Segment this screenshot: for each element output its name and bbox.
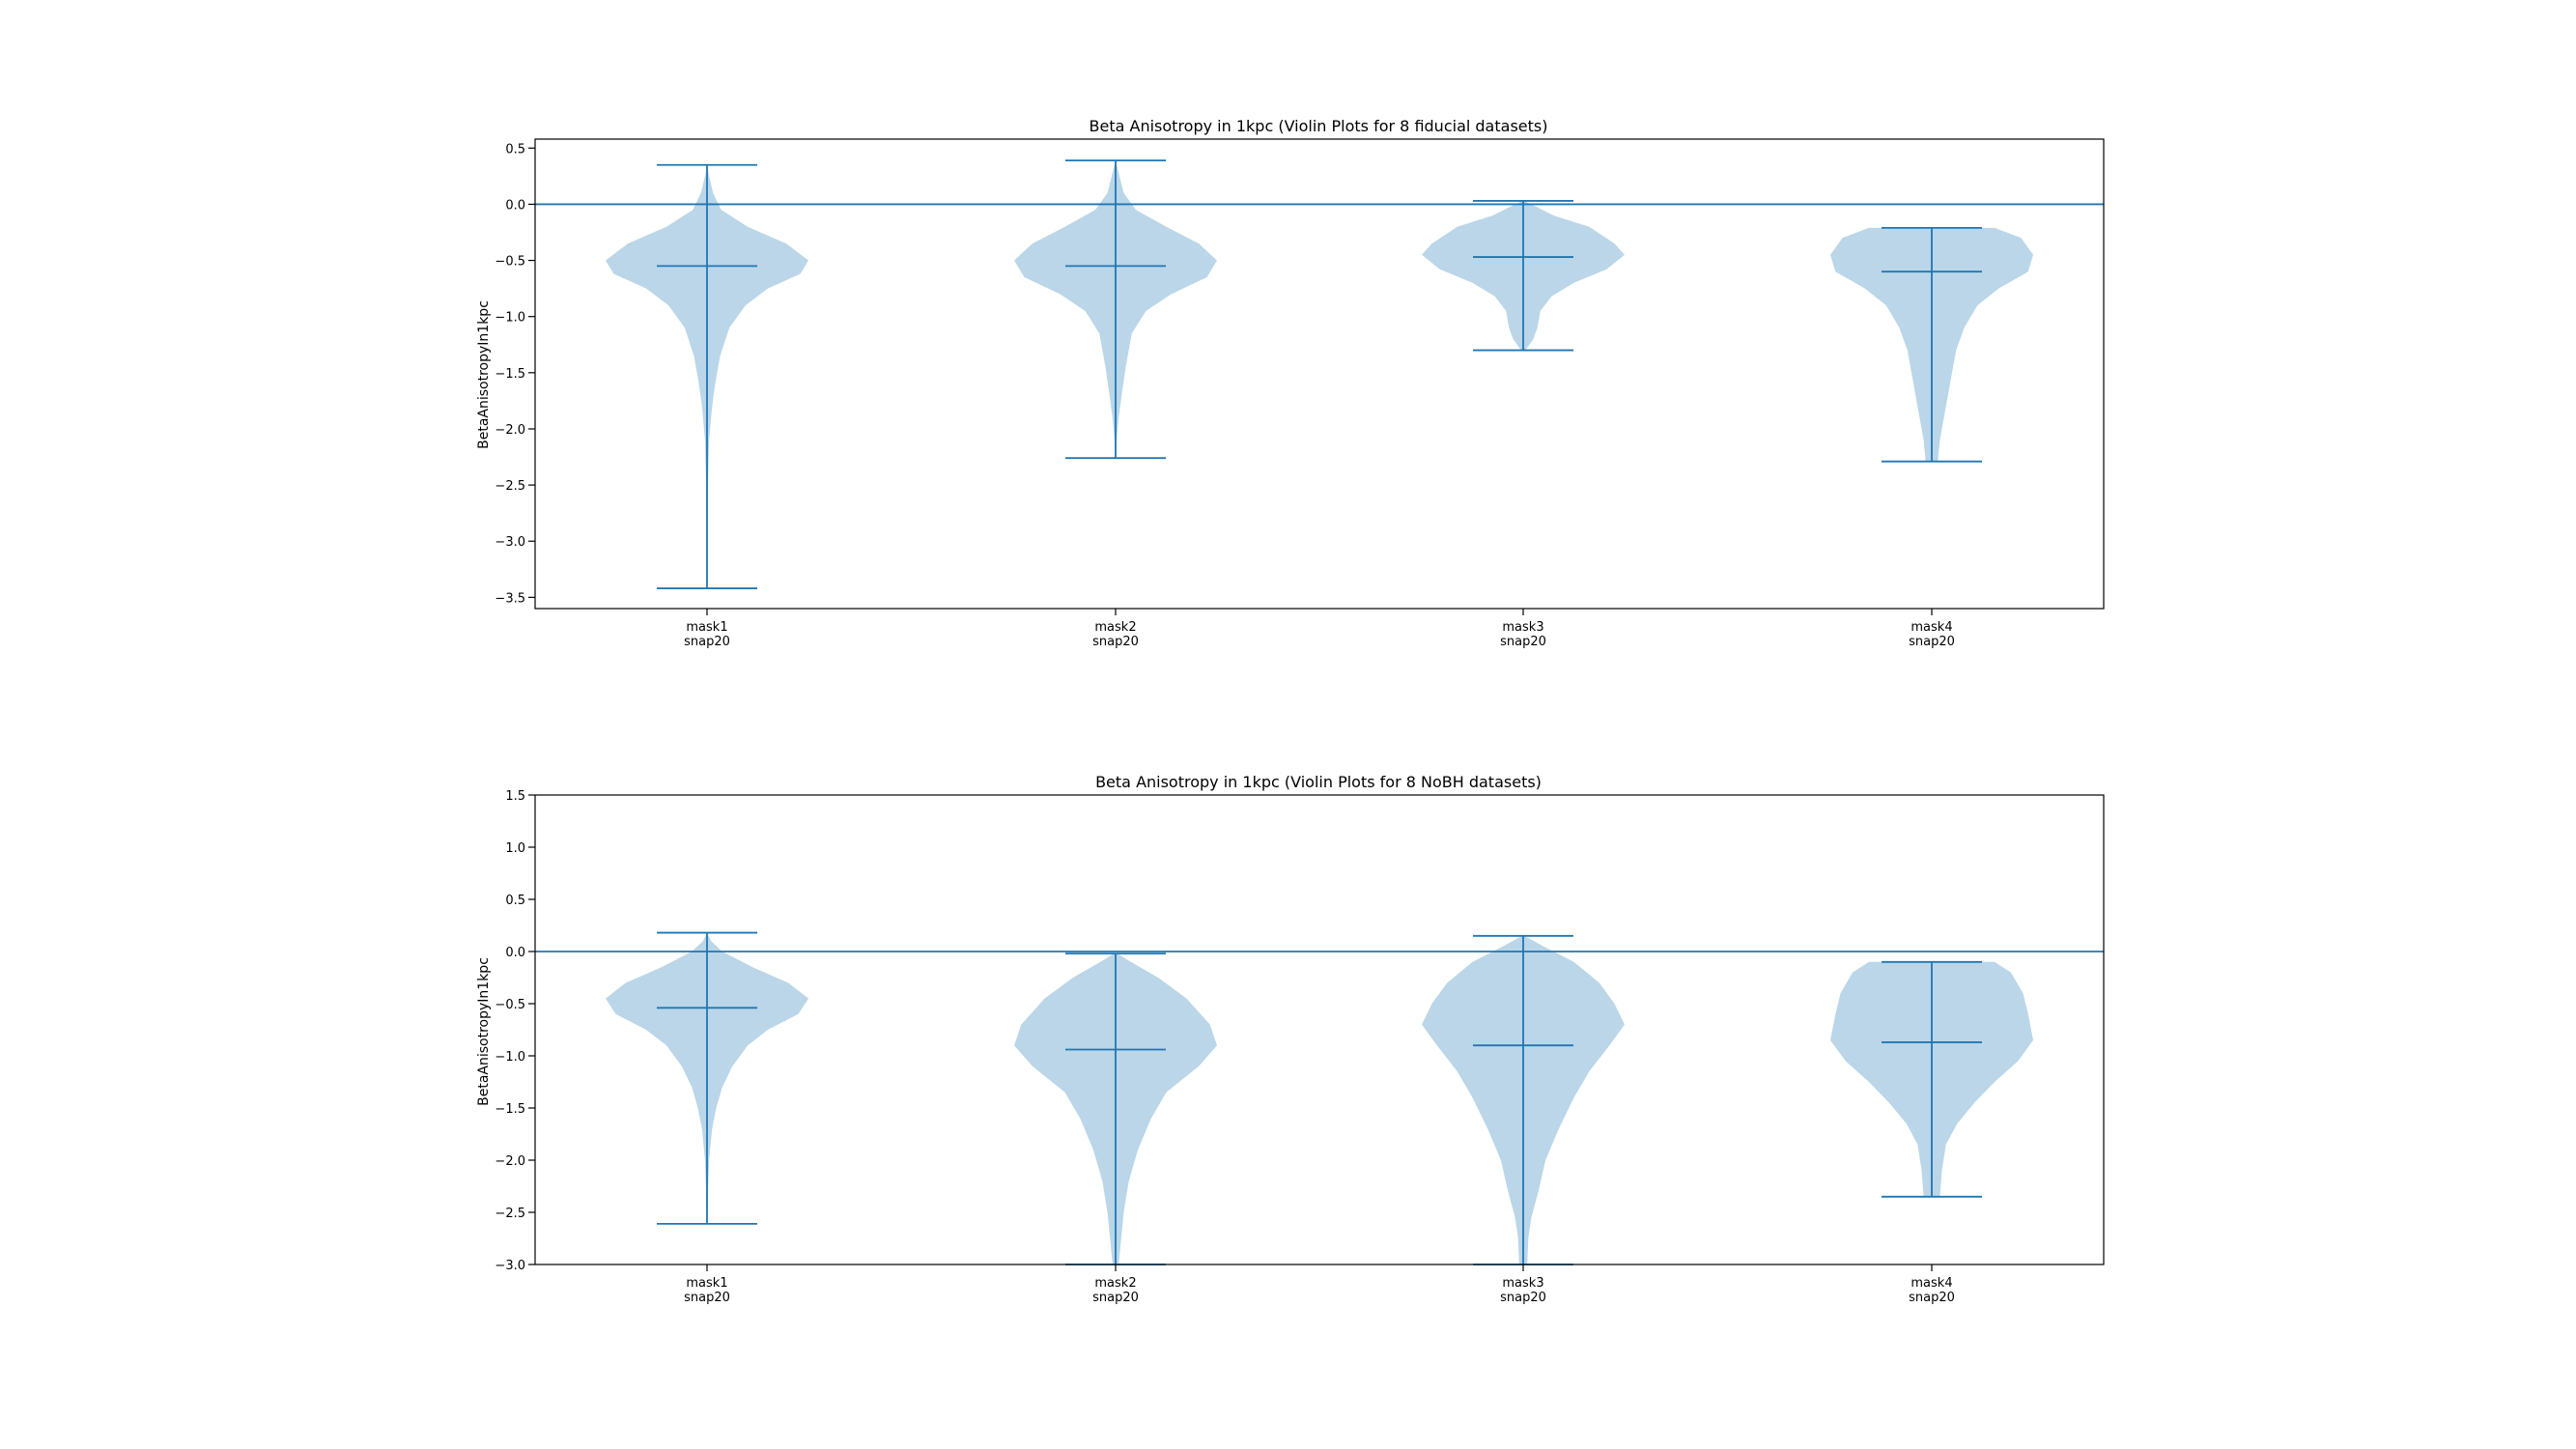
x-tick-label: mask4 bbox=[1911, 1276, 1952, 1291]
y-tick-label: −3.0 bbox=[495, 1259, 525, 1273]
x-tick-label: mask3 bbox=[1502, 1276, 1543, 1291]
axes-frame bbox=[534, 138, 2105, 610]
x-tick-label: mask3 bbox=[1502, 620, 1543, 635]
x-tick-label: snap20 bbox=[1909, 635, 1955, 649]
y-tick-label: −1.0 bbox=[495, 1050, 525, 1065]
x-tick-label: snap20 bbox=[684, 635, 730, 649]
y-tick-label: 1.0 bbox=[505, 841, 525, 856]
y-tick-label: 0.0 bbox=[505, 198, 525, 213]
y-axis-label: BetaAnisotropyIn1kpc bbox=[476, 300, 492, 449]
x-tick-label: mask1 bbox=[686, 620, 727, 635]
y-tick-label: −0.5 bbox=[495, 255, 525, 270]
axes-frame bbox=[534, 794, 2105, 1265]
y-tick-label: −1.0 bbox=[495, 311, 525, 326]
y-tick-label: −2.0 bbox=[495, 423, 525, 438]
y-tick-label: −1.5 bbox=[495, 1102, 525, 1117]
x-tick-label: snap20 bbox=[1909, 1291, 1955, 1305]
plot-area bbox=[535, 931, 2104, 1265]
y-tick-label: −1.5 bbox=[495, 367, 525, 382]
x-tick-label: snap20 bbox=[1500, 635, 1546, 649]
chart-title: Beta Anisotropy in 1kpc (Violin Plots fo… bbox=[1090, 117, 1548, 135]
y-tick-label: 0.5 bbox=[505, 142, 525, 156]
y-tick-label: −3.5 bbox=[495, 591, 525, 606]
y-tick-label: −0.5 bbox=[495, 998, 525, 1012]
nobh-violin-chart: Beta Anisotropy in 1kpc (Violin Plots fo… bbox=[476, 773, 2105, 1305]
x-tick-label: mask2 bbox=[1094, 1276, 1136, 1291]
y-tick-label: −3.0 bbox=[495, 535, 525, 550]
chart-title: Beta Anisotropy in 1kpc (Violin Plots fo… bbox=[1095, 773, 1542, 791]
y-tick-label: −2.0 bbox=[495, 1154, 525, 1169]
y-axis-label: BetaAnisotropyIn1kpc bbox=[476, 957, 492, 1106]
fiducial-violin-chart: Beta Anisotropy in 1kpc (Violin Plots fo… bbox=[476, 117, 2105, 649]
x-tick-label: snap20 bbox=[1092, 1291, 1139, 1305]
x-tick-label: snap20 bbox=[1092, 635, 1139, 649]
x-tick-label: mask1 bbox=[686, 1276, 727, 1291]
y-tick-label: 0.0 bbox=[505, 946, 525, 960]
y-tick-label: 0.5 bbox=[505, 894, 525, 908]
y-tick-label: −2.5 bbox=[495, 479, 525, 494]
y-tick-label: 1.5 bbox=[505, 789, 525, 804]
x-tick-label: snap20 bbox=[684, 1291, 730, 1305]
y-tick-label: −2.5 bbox=[495, 1207, 525, 1221]
x-tick-label: mask4 bbox=[1911, 620, 1952, 635]
plot-area bbox=[535, 159, 2104, 589]
x-tick-label: mask2 bbox=[1094, 620, 1136, 635]
x-tick-label: snap20 bbox=[1500, 1291, 1546, 1305]
